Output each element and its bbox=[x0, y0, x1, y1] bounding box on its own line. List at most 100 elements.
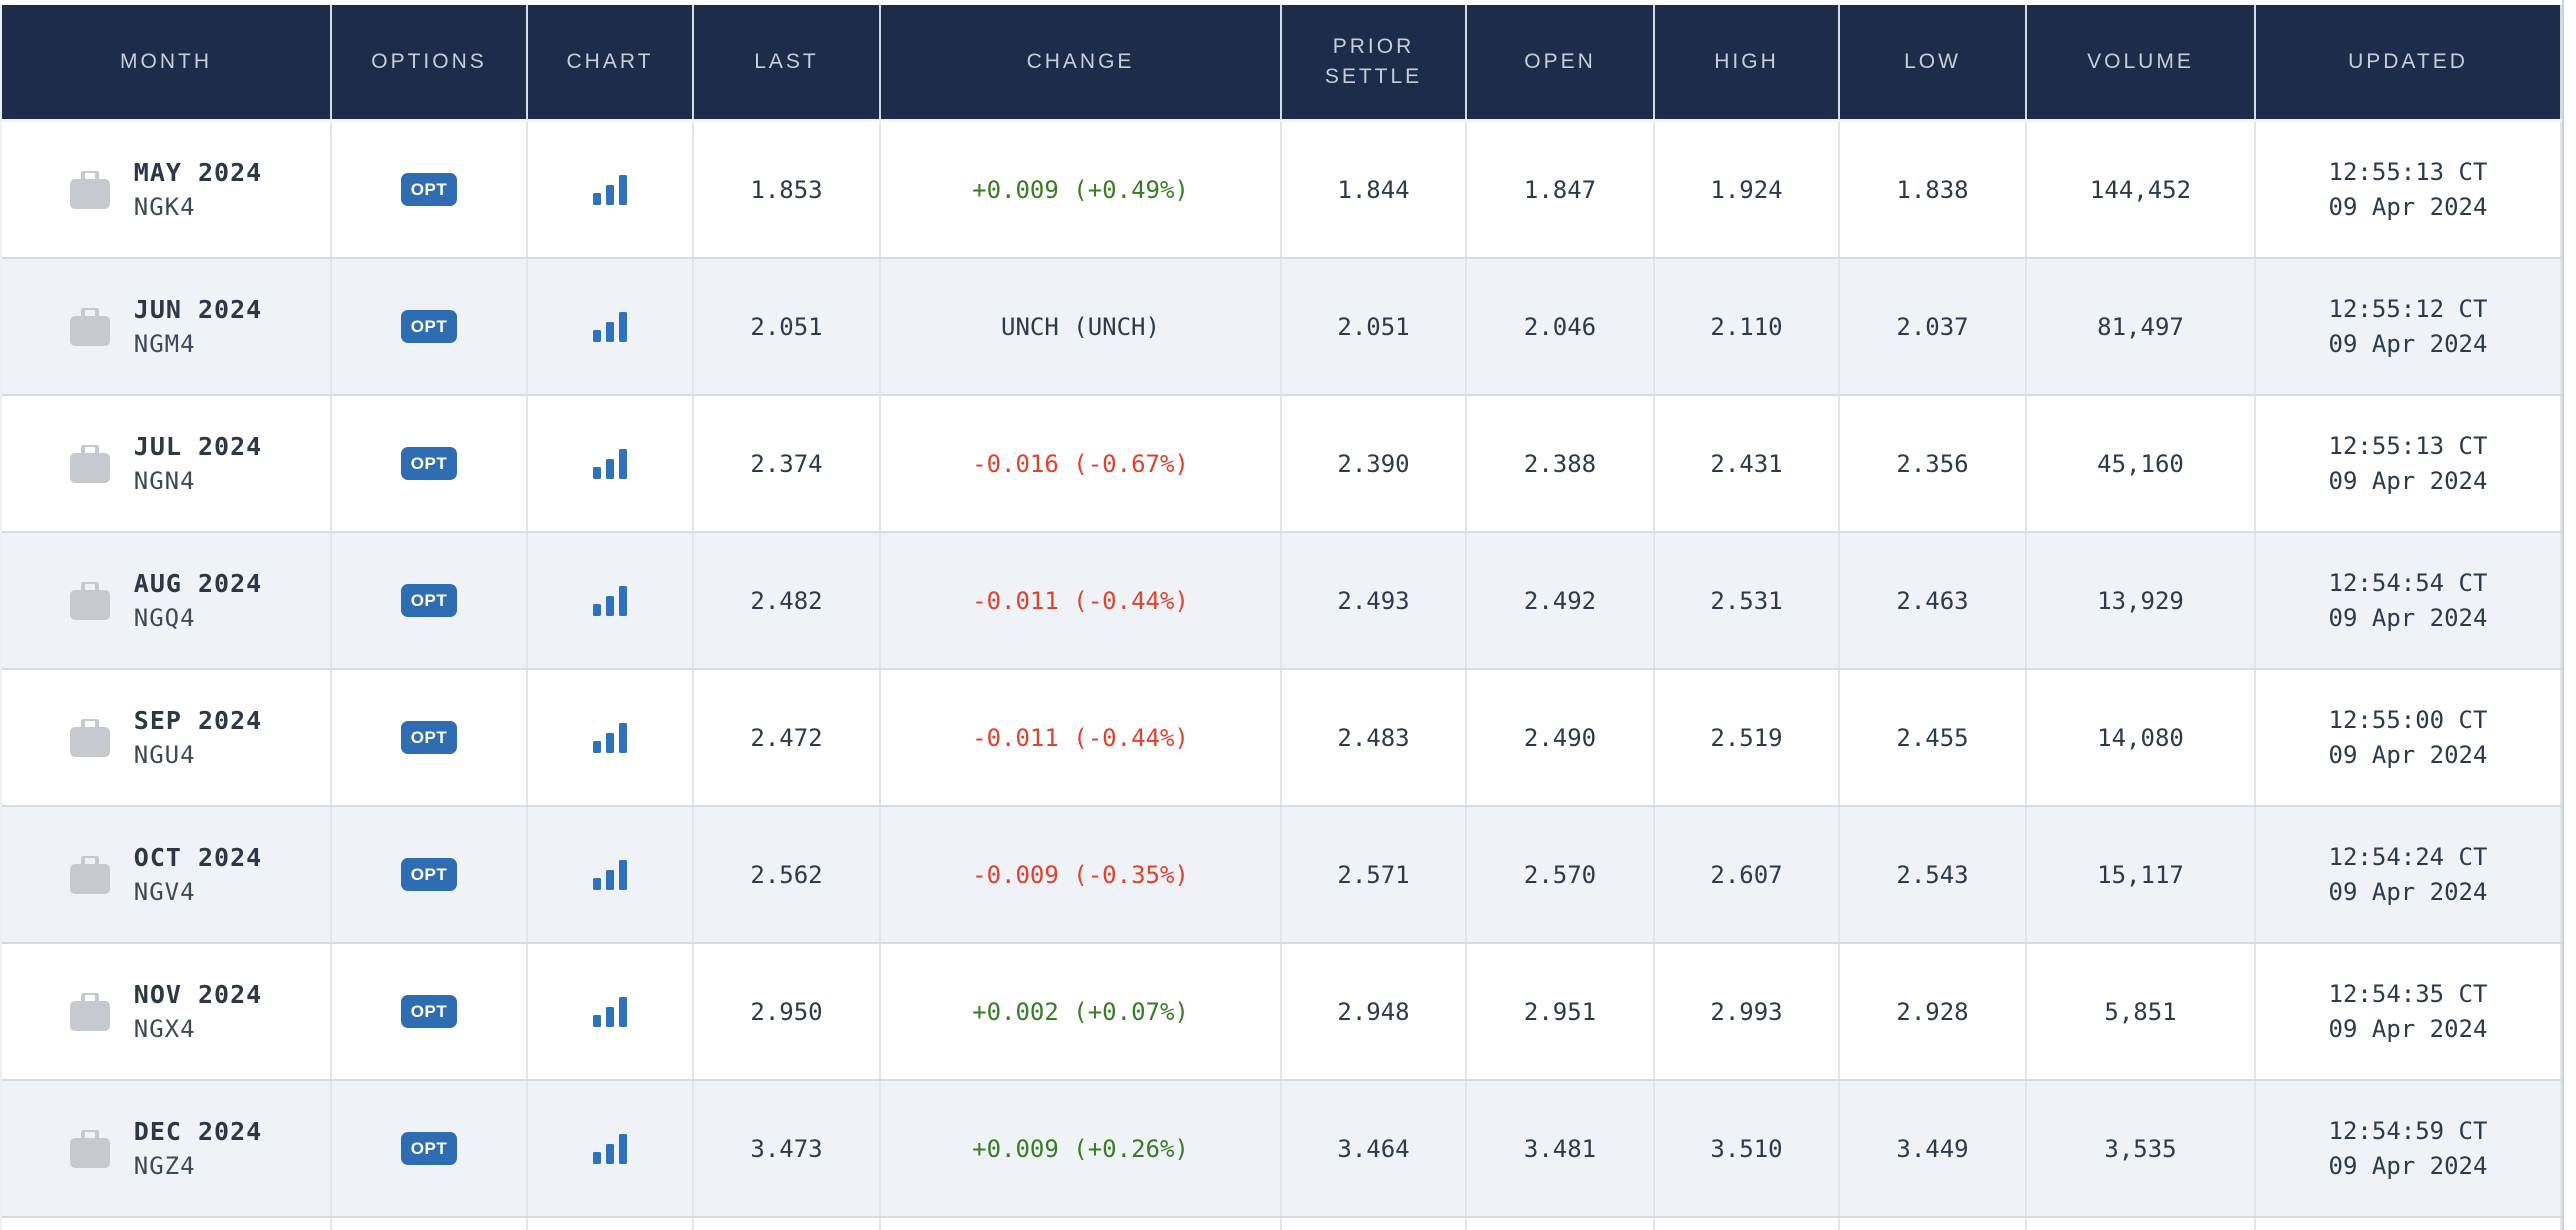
briefcase-icon[interactable] bbox=[69, 444, 110, 483]
low-price: 2.928 bbox=[1840, 944, 2027, 1079]
options-cell: OPT bbox=[332, 807, 528, 942]
updated-date: 09 Apr 2024 bbox=[2328, 1151, 2488, 1180]
contract-month: DEC 2024 bbox=[133, 1117, 263, 1146]
open-price: 2.492 bbox=[1467, 533, 1655, 668]
column-header-volume: VOLUME bbox=[2027, 5, 2256, 119]
last-price bbox=[694, 1218, 881, 1230]
prior-settle bbox=[1282, 1218, 1467, 1230]
column-header-month: MONTH bbox=[2, 5, 332, 119]
bar-chart-icon[interactable] bbox=[593, 996, 627, 1027]
options-button[interactable]: OPT bbox=[401, 995, 457, 1028]
options-cell: OPT bbox=[332, 396, 528, 531]
last-price: 1.853 bbox=[694, 122, 881, 257]
low-price: 1.838 bbox=[1840, 122, 2027, 257]
contract-symbol: NGX4 bbox=[133, 1015, 196, 1043]
change-value: -0.009 (-0.35%) bbox=[881, 807, 1282, 942]
bar-chart-icon[interactable] bbox=[593, 859, 627, 890]
briefcase-icon[interactable] bbox=[69, 718, 110, 757]
updated-timestamp: 12:54:59 CT 09 Apr 2024 bbox=[2256, 1081, 2562, 1216]
high-price: 2.993 bbox=[1655, 944, 1840, 1079]
updated-timestamp: 12:55:12 CT 09 Apr 2024 bbox=[2256, 259, 2562, 394]
open-price: 2.046 bbox=[1467, 259, 1655, 394]
contract-symbol: NGV4 bbox=[133, 878, 196, 906]
open-price: 3.481 bbox=[1467, 1081, 1655, 1216]
column-header-updated: UPDATED bbox=[2256, 5, 2562, 119]
month-cell: AUG 2024 NGQ4 bbox=[2, 533, 332, 668]
bar-chart-icon[interactable] bbox=[593, 174, 627, 205]
options-button[interactable]: OPT bbox=[401, 447, 457, 480]
briefcase-icon[interactable] bbox=[69, 307, 110, 346]
month-cell: DEC 2024 NGZ4 bbox=[2, 1081, 332, 1216]
prior-settle: 2.390 bbox=[1282, 396, 1467, 531]
prior-settle: 2.948 bbox=[1282, 944, 1467, 1079]
options-button[interactable]: OPT bbox=[401, 310, 457, 343]
bar-chart-icon[interactable] bbox=[593, 1133, 627, 1164]
column-header-options: OPTIONS bbox=[332, 5, 528, 119]
prior-settle: 2.493 bbox=[1282, 533, 1467, 668]
updated-date: 09 Apr 2024 bbox=[2328, 877, 2488, 906]
table-row: NOV 2024 NGX4 OPT 2.950 +0.002 (+0.07%) … bbox=[2, 944, 2562, 1081]
month-cell: SEP 2024 NGU4 bbox=[2, 670, 332, 805]
briefcase-icon[interactable] bbox=[69, 170, 110, 209]
briefcase-icon[interactable] bbox=[69, 992, 110, 1031]
briefcase-icon[interactable] bbox=[69, 581, 110, 620]
futures-quotes-table: MONTH OPTIONS CHART LAST CHANGE PRIOR SE… bbox=[0, 5, 2562, 1230]
open-price: 2.951 bbox=[1467, 944, 1655, 1079]
column-header-high: HIGH bbox=[1655, 5, 1840, 119]
options-button[interactable]: OPT bbox=[401, 173, 457, 206]
table-row: OCT 2024 NGV4 OPT 2.562 -0.009 (-0.35%) … bbox=[2, 807, 2562, 944]
bar-chart-icon[interactable] bbox=[593, 311, 627, 342]
contract-symbol: NGZ4 bbox=[133, 1152, 196, 1180]
updated-time: 12:55:13 CT bbox=[2328, 431, 2488, 460]
high-price: 2.607 bbox=[1655, 807, 1840, 942]
open-price: 1.847 bbox=[1467, 122, 1655, 257]
contract-month: AUG 2024 bbox=[133, 569, 263, 598]
volume: 81,497 bbox=[2027, 259, 2256, 394]
volume: 15,117 bbox=[2027, 807, 2256, 942]
bar-chart-icon[interactable] bbox=[593, 585, 627, 616]
table-row: JUL 2024 NGN4 OPT 2.374 -0.016 (-0.67%) … bbox=[2, 396, 2562, 533]
low-price: 2.543 bbox=[1840, 807, 2027, 942]
updated-time: 12:55:12 CT bbox=[2328, 294, 2488, 323]
bar-chart-icon[interactable] bbox=[593, 722, 627, 753]
updated-timestamp: 12:54:24 CT 09 Apr 2024 bbox=[2256, 807, 2562, 942]
volume: 5,851 bbox=[2027, 944, 2256, 1079]
scrollbar-track[interactable] bbox=[2562, 0, 2576, 1230]
chart-cell bbox=[528, 396, 694, 531]
open-price: 2.490 bbox=[1467, 670, 1655, 805]
change-value bbox=[881, 1218, 1282, 1230]
updated-timestamp: 12:54:54 CT 09 Apr 2024 bbox=[2256, 533, 2562, 668]
chart-cell bbox=[528, 944, 694, 1079]
low-price: 2.037 bbox=[1840, 259, 2027, 394]
options-button[interactable]: OPT bbox=[401, 584, 457, 617]
bar-chart-icon[interactable] bbox=[593, 448, 627, 479]
updated-date: 09 Apr 2024 bbox=[2328, 1014, 2488, 1043]
options-cell: OPT bbox=[332, 1081, 528, 1216]
low-price: 2.463 bbox=[1840, 533, 2027, 668]
volume: 14,080 bbox=[2027, 670, 2256, 805]
low-price: 2.356 bbox=[1840, 396, 2027, 531]
briefcase-icon[interactable] bbox=[69, 1129, 110, 1168]
prior-settle: 2.051 bbox=[1282, 259, 1467, 394]
options-button[interactable]: OPT bbox=[401, 721, 457, 754]
updated-time: 12:55:13 CT bbox=[2328, 157, 2488, 186]
prior-settle: 1.844 bbox=[1282, 122, 1467, 257]
updated-timestamp: 12:54:35 CT 09 Apr 2024 bbox=[2256, 944, 2562, 1079]
top-margin bbox=[0, 0, 2576, 5]
high-price: 2.431 bbox=[1655, 396, 1840, 531]
change-value: -0.011 (-0.44%) bbox=[881, 670, 1282, 805]
last-price: 2.950 bbox=[694, 944, 881, 1079]
options-cell: OPT bbox=[332, 122, 528, 257]
chart-cell bbox=[528, 1218, 694, 1230]
contract-symbol: NGK4 bbox=[133, 193, 196, 221]
last-price: 2.562 bbox=[694, 807, 881, 942]
high-price: 1.924 bbox=[1655, 122, 1840, 257]
options-button[interactable]: OPT bbox=[401, 1132, 457, 1165]
options-button[interactable]: OPT bbox=[401, 858, 457, 891]
column-header-change: CHANGE bbox=[881, 5, 1282, 119]
month-cell bbox=[2, 1218, 332, 1230]
contract-symbol: NGM4 bbox=[133, 330, 196, 358]
chart-cell bbox=[528, 122, 694, 257]
volume: 13,929 bbox=[2027, 533, 2256, 668]
briefcase-icon[interactable] bbox=[69, 855, 110, 894]
